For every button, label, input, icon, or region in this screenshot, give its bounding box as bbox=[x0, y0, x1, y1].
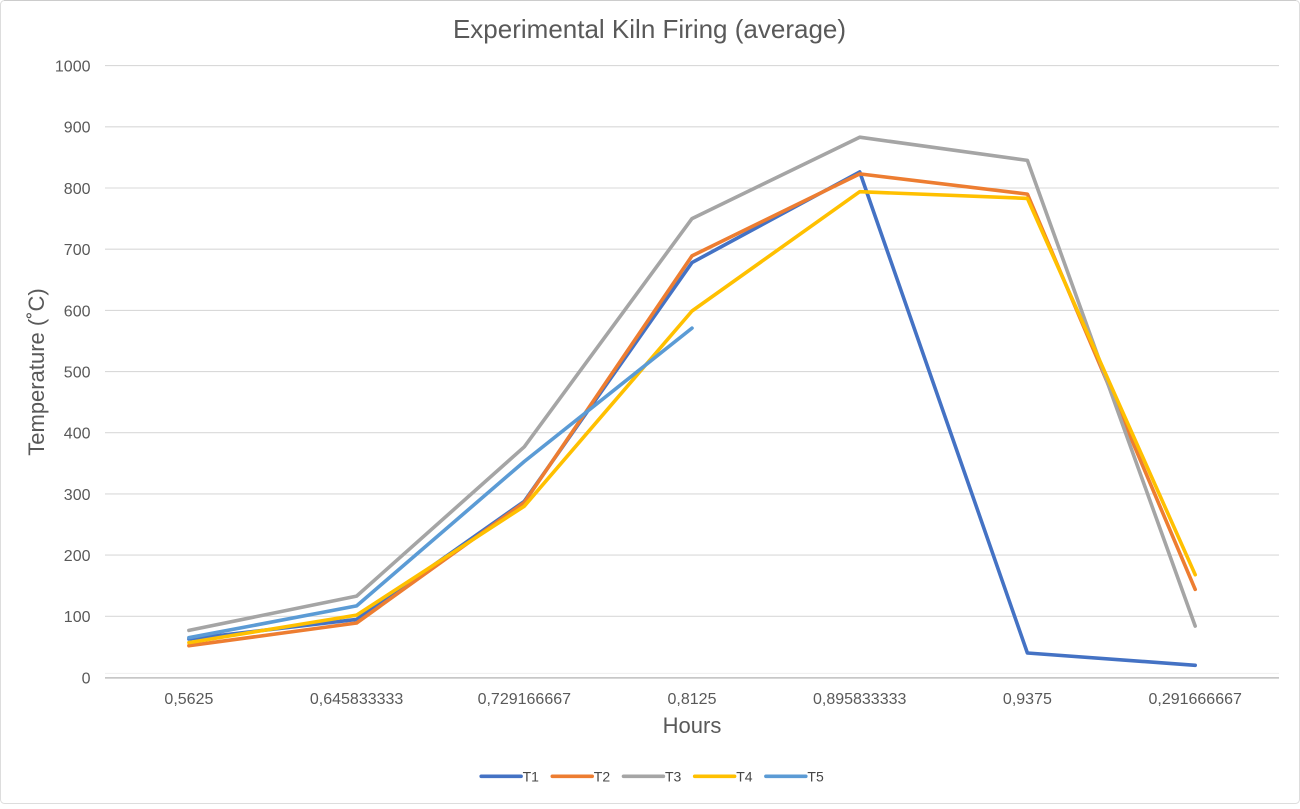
svg-text:600: 600 bbox=[64, 303, 91, 320]
svg-text:0,645833333: 0,645833333 bbox=[310, 691, 404, 708]
svg-text:0,5625: 0,5625 bbox=[164, 691, 213, 708]
svg-text:Hours: Hours bbox=[663, 713, 722, 738]
svg-text:Temperature (˚C): Temperature (˚C) bbox=[24, 288, 49, 455]
svg-text:0,8125: 0,8125 bbox=[668, 691, 717, 708]
svg-text:200: 200 bbox=[64, 548, 91, 565]
svg-text:400: 400 bbox=[64, 426, 91, 443]
svg-text:700: 700 bbox=[64, 242, 91, 259]
svg-text:100: 100 bbox=[64, 609, 91, 626]
svg-text:Experimental Kiln Firing (aver: Experimental Kiln Firing (average) bbox=[453, 14, 846, 44]
svg-text:T5: T5 bbox=[807, 769, 824, 785]
svg-text:0,729166667: 0,729166667 bbox=[478, 691, 572, 708]
svg-text:0,9375: 0,9375 bbox=[1003, 691, 1052, 708]
svg-text:0,291666667: 0,291666667 bbox=[1148, 691, 1242, 708]
svg-text:900: 900 bbox=[64, 120, 91, 137]
svg-text:300: 300 bbox=[64, 487, 91, 504]
svg-text:800: 800 bbox=[64, 181, 91, 198]
svg-text:T2: T2 bbox=[594, 769, 611, 785]
svg-text:0: 0 bbox=[82, 670, 91, 687]
svg-text:T3: T3 bbox=[665, 769, 682, 785]
svg-text:1000: 1000 bbox=[55, 59, 91, 76]
svg-text:0,895833333: 0,895833333 bbox=[813, 691, 907, 708]
svg-text:T4: T4 bbox=[736, 769, 753, 785]
svg-text:T1: T1 bbox=[523, 769, 540, 785]
svg-text:500: 500 bbox=[64, 365, 91, 382]
